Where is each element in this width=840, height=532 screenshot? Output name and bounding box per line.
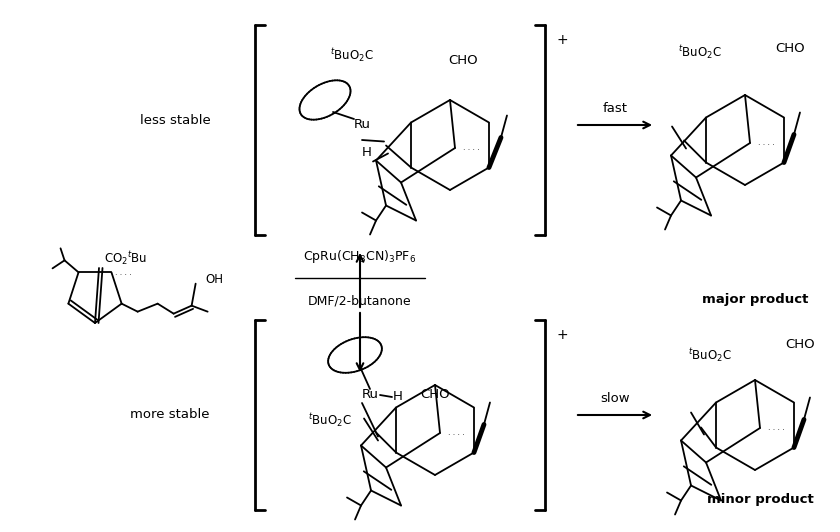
Text: · · · ·: · · · ·	[115, 271, 132, 280]
Text: DMF/2-butanone: DMF/2-butanone	[308, 295, 412, 308]
Text: H: H	[362, 146, 372, 160]
Text: OH: OH	[206, 273, 223, 286]
Text: +: +	[557, 33, 569, 47]
Text: CHO: CHO	[420, 388, 449, 402]
Text: CHO: CHO	[785, 338, 815, 352]
Text: slow: slow	[601, 392, 630, 404]
Text: CO$_2$$^t$Bu: CO$_2$$^t$Bu	[104, 249, 147, 267]
Text: · · · ·: · · · ·	[768, 426, 785, 435]
Text: minor product: minor product	[706, 494, 813, 506]
Text: more stable: more stable	[130, 409, 210, 421]
Text: CHO: CHO	[449, 54, 478, 66]
Text: $^t$BuO$_2$C: $^t$BuO$_2$C	[308, 411, 352, 429]
Text: · · · ·: · · · ·	[463, 146, 480, 155]
Text: Ru: Ru	[354, 119, 370, 131]
Text: +: +	[557, 328, 569, 342]
Text: · · · ·: · · · ·	[758, 141, 774, 150]
Text: fast: fast	[602, 102, 627, 114]
Text: less stable: less stable	[139, 113, 210, 127]
Text: H: H	[393, 390, 403, 403]
Text: $^t$BuO$_2$C: $^t$BuO$_2$C	[678, 43, 722, 61]
Text: $^t$BuO$_2$C: $^t$BuO$_2$C	[330, 46, 374, 64]
Text: major product: major product	[701, 294, 808, 306]
Text: CHO: CHO	[775, 41, 805, 54]
Text: $^t$BuO$_2$C: $^t$BuO$_2$C	[688, 346, 732, 364]
Text: · · · ·: · · · ·	[448, 431, 465, 440]
Text: CpRu(CH$_3$CN)$_3$PF$_6$: CpRu(CH$_3$CN)$_3$PF$_6$	[303, 248, 417, 265]
Text: Ru: Ru	[361, 388, 379, 402]
